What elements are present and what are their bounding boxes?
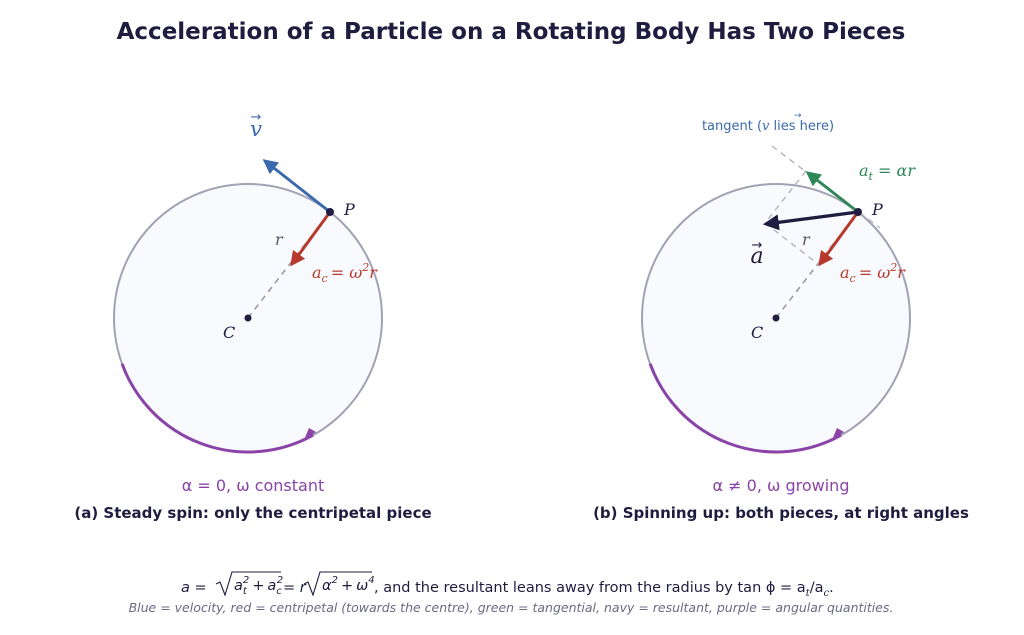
centripetal-b-exp: 2: [889, 261, 897, 274]
formula-tail-end: .: [829, 580, 834, 596]
radical-2-content: α2 + ω4: [322, 575, 375, 594]
velocity-arrow-a: [262, 159, 331, 214]
angular-arc-a: [120, 363, 314, 454]
tangent-suffix: lies here): [769, 119, 834, 134]
particle-point-a: [326, 208, 334, 216]
formula-mid: = r: [283, 580, 307, 596]
tangent-v-vector-mark: →: [794, 111, 802, 121]
angular-arrowhead-a: [304, 428, 316, 440]
center-point-b: [772, 314, 780, 322]
angular-label-b: α ≠ 0, ω growing: [713, 476, 850, 495]
tangential-label-b: at = αr: [859, 161, 916, 183]
angular-arrowhead-b: [832, 428, 844, 440]
tangential-sub: t: [869, 170, 874, 183]
centripetal-arrow-a: [290, 211, 332, 267]
radius-label-a: r: [275, 230, 284, 249]
radical-sign-2: [303, 571, 372, 597]
radius-label-b: r: [802, 230, 811, 249]
resultant-arrow-b: [762, 210, 859, 231]
formula-tail-slash: /a: [810, 580, 824, 596]
formula-tail-sub: t: [806, 588, 811, 599]
centripetal-a-exp: 2: [361, 261, 369, 274]
center-point-a: [244, 314, 252, 322]
formula-tail-sub2: c: [824, 588, 830, 599]
center-label-b: C: [751, 323, 763, 342]
centripetal-b-rhs: = ω: [859, 263, 891, 282]
figure-title: Acceleration of a Particle on a Rotating…: [117, 19, 906, 45]
centripetal-label-b: ac = ω2r: [840, 261, 906, 285]
formula-tail: , and the resultant leans away from the …: [374, 580, 834, 599]
radical-sign-1: [215, 571, 281, 597]
formula-tail-text: , and the resultant leans away from the …: [374, 580, 806, 596]
velocity-label-a: v: [250, 117, 262, 141]
centripetal-arrow-b: [818, 211, 860, 267]
angular-arc-b: [648, 363, 842, 454]
panel-a: v → P C r ac = ω2r α = 0, ω constant (a) …: [74, 110, 431, 522]
centripetal-b-symbol: a: [840, 263, 850, 282]
center-label-a: C: [223, 323, 235, 342]
centripetal-b-sub: c: [850, 272, 856, 285]
angular-label-a: α = 0, ω constant: [182, 476, 325, 495]
centripetal-a-symbol: a: [312, 263, 322, 282]
point-label-b: P: [871, 200, 883, 219]
tangential-rhs: = αr: [873, 161, 916, 180]
resultant-label-b: a: [750, 244, 763, 269]
resultant-vector-mark: →: [752, 238, 763, 253]
tangent-v: v: [762, 119, 770, 134]
velocity-vector-mark-a: →: [251, 110, 262, 125]
tangential-symbol: a: [859, 161, 869, 180]
tangent-prefix: tangent (: [702, 119, 762, 134]
centripetal-a-rhs: = ω: [331, 263, 363, 282]
centripetal-a-tail: r: [369, 263, 378, 282]
particle-point-b: [854, 208, 862, 216]
centripetal-a-sub: c: [322, 272, 328, 285]
centripetal-label-a: ac = ω2r: [312, 261, 378, 285]
color-legend-footnote: Blue = velocity, red = centripetal (towa…: [129, 600, 894, 615]
panel-b: tangent (v lies here) → at = αr P C r a …: [593, 111, 969, 522]
caption-a: (a) Steady spin: only the centripetal pi…: [74, 504, 431, 522]
parallelogram-guide-1: [764, 170, 807, 224]
caption-b: (b) Spinning up: both pieces, at right a…: [593, 504, 969, 522]
radical-1-content: at2 + ac2: [234, 575, 283, 597]
centripetal-b-tail: r: [897, 263, 906, 282]
formula-lhs: a =: [181, 580, 207, 596]
formula-line: a = at2 + ac2 = r α2 + ω4 , and the resultan…: [181, 571, 834, 599]
point-label-a: P: [343, 200, 355, 219]
tangential-arrow-b: [805, 171, 859, 214]
tangent-label-b: tangent (v lies here): [702, 119, 834, 134]
